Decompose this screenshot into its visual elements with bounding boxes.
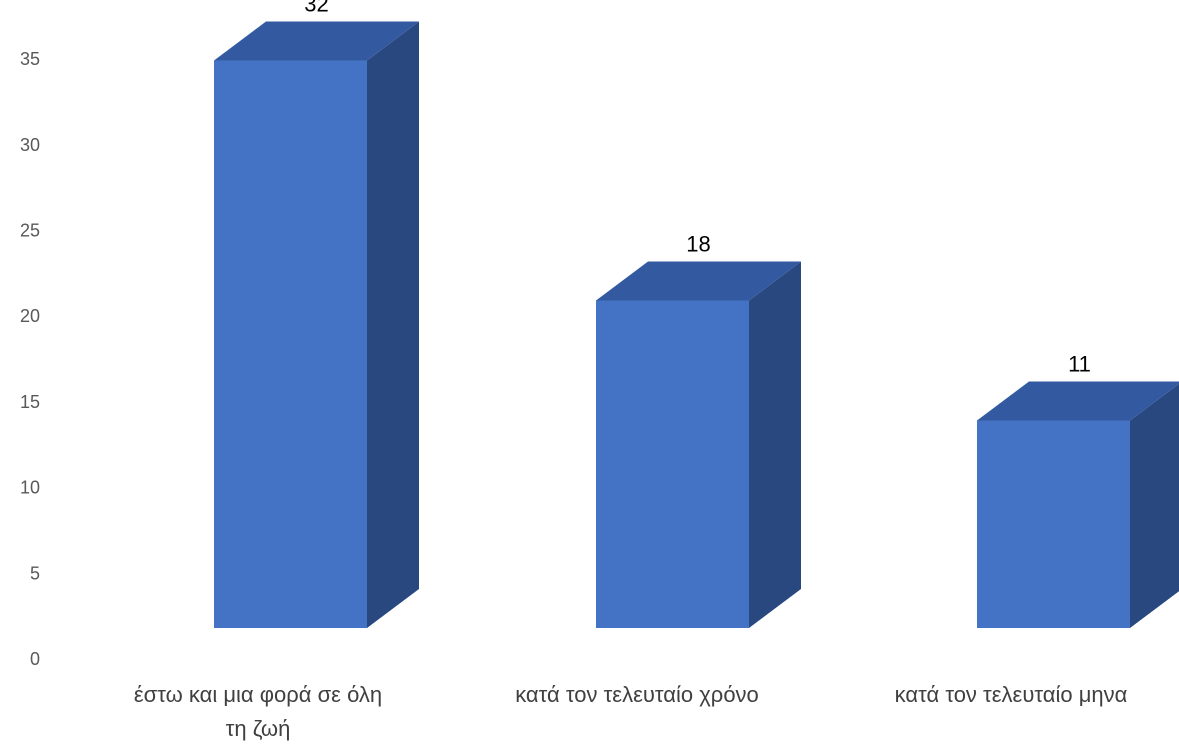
y-tick-label: 10 [20, 478, 40, 498]
bar-top-face [596, 261, 801, 301]
y-tick-label: 35 [20, 49, 40, 69]
y-tick-label: 5 [30, 563, 40, 583]
y-tick-label: 20 [20, 306, 40, 326]
bar-1 [214, 21, 419, 628]
data-label: 32 [304, 0, 328, 17]
bar-front-face [214, 60, 367, 628]
category-label: τη ζωή [226, 716, 291, 741]
category-label: έστω και μια φορά σε όλη [134, 682, 382, 707]
bar-front-face [596, 300, 749, 628]
bar-3 [977, 381, 1179, 628]
category-label: κατά τον τελευταίο χρόνο [515, 682, 759, 707]
y-tick-label: 25 [20, 221, 40, 241]
bar-top-face [977, 381, 1179, 421]
y-tick-label: 15 [20, 392, 40, 412]
bar-front-face [977, 420, 1130, 628]
bar-top-face [214, 21, 419, 61]
bar-2 [596, 261, 801, 628]
y-tick-label: 0 [30, 649, 40, 669]
bar-side-face [367, 21, 419, 628]
category-label: κατά τον τελευταίο μηνα [895, 682, 1128, 707]
bar-side-face [749, 261, 801, 628]
data-label: 18 [686, 231, 710, 256]
y-tick-label: 30 [20, 135, 40, 155]
data-label: 11 [1068, 351, 1091, 376]
bar-side-face [1130, 383, 1179, 628]
